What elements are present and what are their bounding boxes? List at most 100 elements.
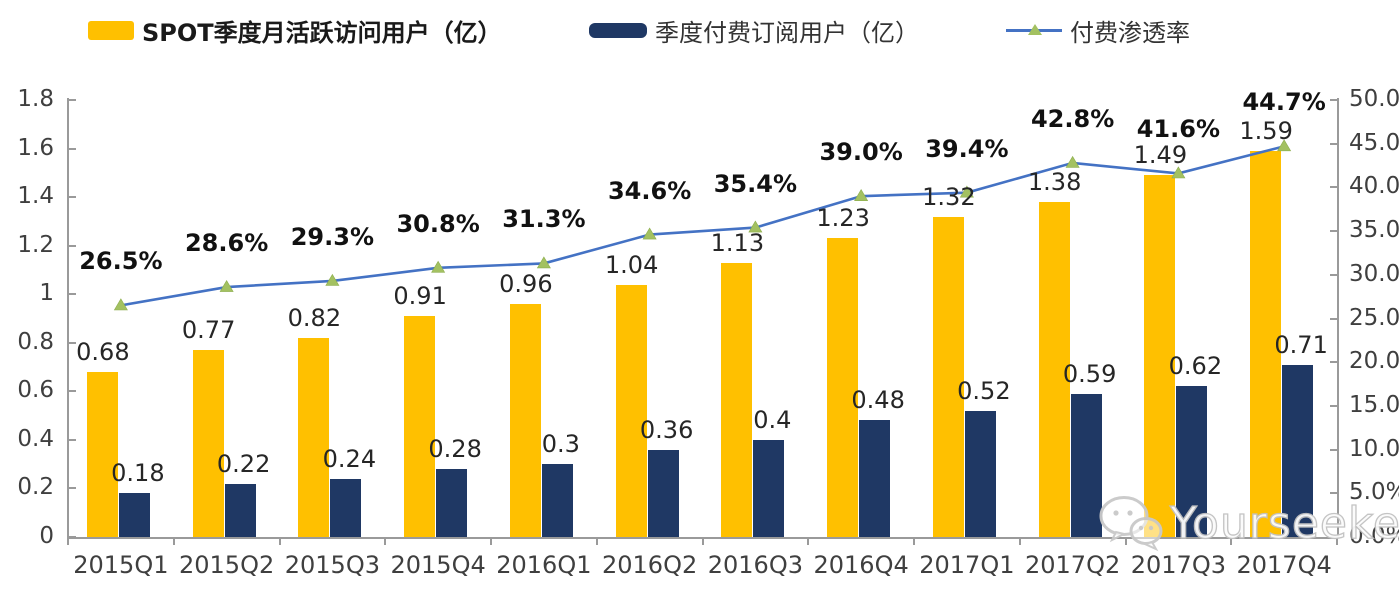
x-axis-category-label: 2016Q1	[496, 551, 592, 579]
x-axis-category-label: 2017Q1	[919, 551, 1015, 579]
penetration-marker-icon	[1065, 155, 1080, 168]
x-axis-tick	[490, 539, 492, 545]
bar-mau-2016Q3	[721, 262, 753, 537]
penetration-value-label: 26.5%	[79, 247, 163, 276]
left-axis-tick-label: 1.8	[17, 86, 54, 112]
x-axis-category-label: 2017Q3	[1130, 551, 1226, 579]
mau-value-label: 1.38	[1027, 167, 1082, 196]
right-axis-tick	[1330, 361, 1337, 364]
x-axis-tick	[595, 539, 598, 545]
mau-legend-swatch	[88, 20, 134, 40]
mau-value-label: 1.49	[1133, 141, 1188, 170]
mau-value-label: 0.77	[181, 316, 236, 345]
x-axis-category-label: 2016Q3	[707, 551, 803, 579]
subscribers-value-label: 0.4	[753, 405, 792, 434]
mau-value-label: 1.13	[710, 228, 765, 257]
x-axis-category-label: 2017Q2	[1025, 551, 1121, 579]
subscribers-value-label: 0.3	[541, 430, 580, 459]
right-axis-tick-label: 35.0%	[1349, 217, 1399, 244]
bar-mau-2016Q1	[509, 303, 541, 537]
x-axis-category-label: 2015Q2	[179, 551, 275, 579]
penetration-marker-icon	[325, 273, 340, 286]
left-axis-tick-label: 0.8	[17, 328, 54, 355]
left-axis-tick-label: 1.2	[17, 231, 54, 258]
mau-value-label: 0.68	[76, 337, 130, 366]
left-axis-tick	[69, 487, 76, 490]
x-axis-category-label: 2017Q4	[1236, 551, 1332, 579]
left-axis-line	[67, 98, 69, 538]
left-axis-tick	[69, 390, 76, 393]
x-axis-tick	[913, 539, 915, 545]
mau-value-label: 1.23	[816, 204, 870, 233]
right-axis-tick-label: 25.0%	[1349, 304, 1399, 331]
right-axis-tick-label: 20.0%	[1349, 348, 1399, 375]
penetration-marker-icon	[431, 260, 446, 273]
mau-value-label: 0.82	[287, 303, 342, 332]
bar-subscribers-2017Q4	[1282, 364, 1314, 537]
left-axis-tick	[69, 244, 76, 247]
penetration-marker-icon	[959, 185, 974, 198]
subscribers-value-label: 0.28	[428, 435, 482, 464]
triangle-marker-icon	[1028, 24, 1042, 35]
bar-mau-2017Q3	[1144, 175, 1176, 537]
penetration-marker-icon	[854, 189, 869, 201]
penetration-value-label: 34.6%	[607, 176, 692, 205]
right-axis-tick-label: 10.0%	[1349, 435, 1399, 462]
x-axis-category-label: 2015Q4	[390, 551, 486, 579]
right-axis-tick-label: 5.0%	[1349, 479, 1399, 506]
subscribers-value-label: 0.22	[216, 449, 271, 478]
x-axis-tick	[278, 539, 281, 545]
legend-item-penetration: 付费渗透率	[1006, 16, 1190, 47]
left-axis-tick	[69, 293, 76, 296]
penetration-value-label: 30.8%	[396, 209, 480, 238]
penetration-value-label: 42.8%	[1030, 104, 1115, 133]
x-axis-tick	[701, 539, 704, 545]
x-axis-tick	[67, 539, 69, 545]
bar-subscribers-2016Q3	[753, 439, 785, 537]
left-axis-tick-label: 0	[39, 523, 54, 549]
subscribers-legend-label: 季度付费订阅用户（亿）	[655, 18, 919, 47]
bar-mau-2015Q3	[298, 337, 330, 537]
penetration-marker-icon	[1171, 166, 1186, 179]
right-axis-tick	[1330, 273, 1337, 276]
penetration-marker-icon	[748, 220, 763, 233]
bar-subscribers-2016Q1	[541, 464, 573, 537]
left-axis-tick	[69, 196, 76, 199]
mau-value-label: 1.04	[604, 250, 659, 279]
bar-subscribers-2016Q2	[647, 449, 679, 537]
bar-subscribers-2015Q3	[330, 478, 362, 537]
bar-mau-2017Q2	[1038, 201, 1070, 537]
right-axis-tick	[1330, 536, 1337, 538]
bar-subscribers-2016Q4	[859, 420, 891, 537]
right-axis-tick	[1330, 142, 1337, 145]
mau-legend-label: SPOT季度月活跃访问用户（亿）	[142, 18, 502, 47]
bar-subscribers-2017Q1	[964, 410, 996, 537]
x-axis-tick	[807, 539, 810, 545]
left-axis-tick-label: 0.4	[17, 425, 54, 452]
x-axis-line	[67, 537, 1338, 539]
left-axis-tick	[69, 438, 76, 441]
subscribers-value-label: 0.52	[957, 376, 1011, 405]
x-axis-category-label: 2016Q2	[602, 551, 698, 579]
penetration-value-label: 29.3%	[290, 222, 374, 251]
watermark-text: Yourseeker	[1169, 497, 1399, 549]
right-axis-line	[1337, 98, 1339, 538]
bar-subscribers-2017Q2	[1070, 393, 1102, 537]
right-axis-tick	[1330, 317, 1337, 320]
bar-mau-2016Q4	[827, 238, 859, 537]
x-axis-tick	[1018, 539, 1021, 545]
penetration-legend-marker	[1006, 20, 1062, 40]
legend-item-mau: SPOT季度月活跃访问用户（亿）	[88, 16, 502, 47]
left-axis-tick	[69, 147, 76, 150]
right-axis-tick	[1330, 186, 1337, 189]
right-axis-tick	[1330, 448, 1337, 451]
penetration-value-label: 39.4%	[925, 134, 1009, 163]
penetration-marker-icon	[1277, 139, 1292, 152]
bar-mau-2015Q2	[192, 350, 224, 537]
right-axis-tick-label: 30.0%	[1349, 260, 1399, 287]
left-axis-tick-label: 1.4	[17, 183, 54, 210]
right-axis-tick	[1330, 230, 1337, 233]
subscribers-value-label: 0.18	[111, 459, 165, 488]
bar-mau-2015Q1	[86, 371, 118, 537]
